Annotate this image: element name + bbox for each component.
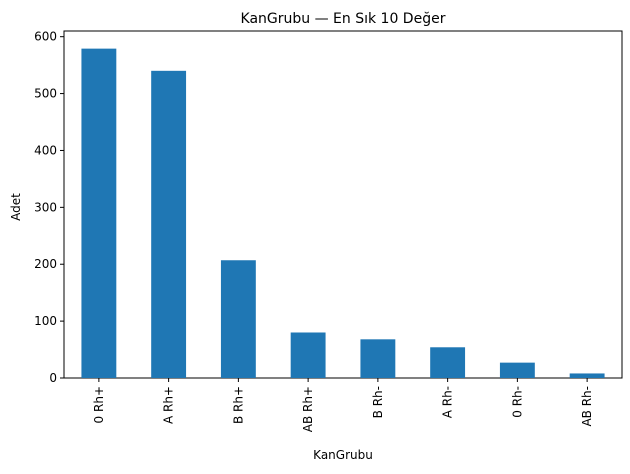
y-tick-label: 600 [34, 30, 57, 44]
x-axis-label: KanGrubu [313, 448, 373, 462]
bar-7 [569, 373, 605, 378]
bar-4 [360, 339, 396, 378]
y-tick-labels: 0 100 200 300 400 500 600 [34, 30, 57, 385]
bar-0 [81, 48, 117, 378]
chart-title: KanGrubu — En Sık 10 Değer [241, 11, 446, 27]
x-tick-label: B Rh+ [231, 386, 245, 424]
bar-1 [151, 70, 187, 378]
x-tick-label: A Rh+ [162, 386, 176, 424]
x-tick-label: A Rh- [441, 386, 455, 418]
y-axis-label: Adet [9, 193, 23, 221]
y-tick-label: 300 [34, 200, 57, 214]
bar-3 [290, 332, 326, 378]
y-tick-label: 400 [34, 143, 57, 157]
y-tick-label: 200 [34, 257, 57, 271]
bar-5 [430, 347, 466, 378]
x-tick-label: AB Rh+ [301, 386, 315, 432]
plot-frame [63, 30, 623, 379]
x-tick-label: B Rh- [371, 386, 385, 418]
bar-2 [220, 260, 256, 378]
y-tick-label: 500 [34, 87, 57, 101]
x-tick-label: 0 Rh- [510, 386, 524, 418]
bar-6 [499, 362, 535, 378]
y-tick-label: 0 [49, 371, 57, 385]
bars-group [81, 48, 605, 378]
axes-group [60, 30, 623, 382]
x-tick-label: 0 Rh+ [92, 386, 106, 423]
y-tick-label: 100 [34, 314, 57, 328]
x-tick-labels: 0 Rh+ A Rh+ B Rh+ AB Rh+ B Rh- A Rh- 0 Rh- AB R… [92, 386, 594, 432]
x-tick-label: AB Rh- [580, 386, 594, 427]
